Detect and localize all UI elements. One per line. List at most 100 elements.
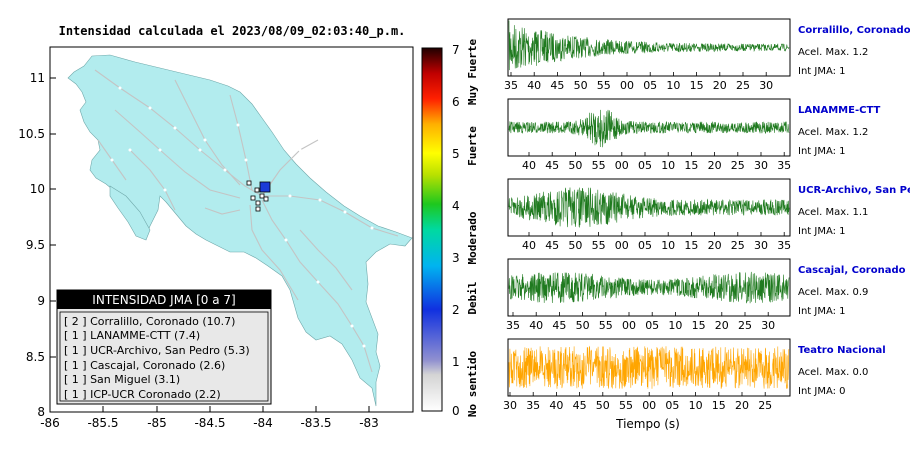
waveform-tick-label: 55 (597, 79, 611, 92)
waveform-tick-label: 30 (754, 239, 768, 252)
station-name: Cascajal, Coronado (798, 265, 906, 276)
waveform-tick-label: 00 (615, 159, 629, 172)
station-name: Corralillo, Coronado (798, 25, 910, 36)
waveform-tick-label: 20 (708, 239, 722, 252)
colorbar-fill (421, 47, 443, 412)
colorbar-tick: 7 (452, 43, 460, 57)
map-x-tick: -84.5 (194, 416, 225, 430)
waveform-tick-label: 10 (661, 159, 675, 172)
station-intensity: Int JMA: 1 (798, 66, 846, 77)
legend-entry: [ 1 ] ICP-UCR Coronado (2.2) (64, 388, 221, 401)
waveform-panel: 40 45 50 55 00 05 10 15 20 25 30 35 UCR-Archivo, San… (507, 178, 910, 252)
colorbar-tick: 3 (452, 251, 460, 265)
waveform-tick-label: 15 (684, 239, 698, 252)
x-axis-label: Tiempo (s) (615, 417, 680, 431)
station-intensity: Int JMA: 1 (798, 306, 846, 317)
waveform-tick-label: 20 (708, 159, 722, 172)
waveform-tick-label: 45 (573, 399, 587, 412)
waveform-tick-label: 00 (622, 319, 636, 332)
waveform-tick-label: 40 (527, 79, 541, 92)
waveform-tick-label: 10 (666, 79, 680, 92)
colorbar-tick: 0 (452, 404, 460, 418)
waveform-tick-label: 50 (568, 239, 582, 252)
waveform-tick-label: 25 (731, 239, 745, 252)
map-y-tick: 9 (37, 294, 45, 308)
waveform-tick-label: 00 (615, 239, 629, 252)
station-name: UCR-Archivo, San Pedro (798, 185, 910, 196)
waveform-tick-label: 35 (506, 319, 520, 332)
waveform-tick-label: 35 (526, 399, 540, 412)
waveform-tick-label: 00 (642, 399, 656, 412)
waveform-tick-label: 15 (712, 399, 726, 412)
waveform-tick-label: 25 (736, 79, 750, 92)
map-x-axis: -86 -85.5 -85 -84.5 -84 -83.5 -83 (40, 406, 379, 430)
station-intensity: Int JMA: 1 (798, 226, 846, 237)
station-intensity: Int JMA: 1 (798, 146, 846, 157)
waveform-tick-label: 20 (713, 79, 727, 92)
waveform-panel: 35 40 45 50 55 00 05 10 15 20 25 30 Cascajal, Corona… (506, 258, 906, 332)
waveform-tick-label: 35 (504, 79, 518, 92)
waveform-tick-label: 45 (545, 239, 559, 252)
waveform-trace (508, 20, 790, 71)
waveform-tick-label: 40 (522, 239, 536, 252)
waveform-tick-label: 35 (777, 159, 791, 172)
colorbar-tick: 5 (452, 147, 460, 161)
road-network (94, 69, 399, 373)
station-accel: Acel. Max. 0.9 (798, 287, 868, 298)
waveform-tick-label: 00 (620, 79, 634, 92)
waveform-tick-label: 05 (643, 79, 657, 92)
legend-entry: [ 1 ] Cascajal, Coronado (2.6) (64, 359, 225, 372)
land-costa-rica (67, 54, 413, 407)
waveform-tick-label: 20 (715, 319, 729, 332)
station-marker (263, 196, 269, 202)
colorbar-tick: 4 (452, 199, 460, 213)
waveform-trace (508, 271, 790, 304)
legend-entry: [ 1 ] San Miguel (3.1) (64, 373, 180, 386)
map-y-tick: 8 (37, 405, 45, 419)
waveform-tick-label: 10 (668, 319, 682, 332)
waveform-tick-label: 45 (550, 79, 564, 92)
epicenter-marker (259, 181, 271, 193)
waveform-tick-label: 25 (758, 399, 772, 412)
colorbar-label: Debil (466, 281, 479, 314)
map-y-tick: 11 (30, 71, 45, 85)
waveform-tick-label: 25 (731, 159, 745, 172)
map-x-tick: -86 (40, 416, 60, 430)
map-x-tick: -85.5 (87, 416, 118, 430)
town-markers (110, 86, 374, 348)
map-x-tick: -85 (147, 416, 167, 430)
station-marker (250, 195, 256, 201)
colorbar-label: Fuerte (466, 126, 479, 166)
legend-entry: [ 1 ] LANAMME-CTT (7.4) (64, 329, 200, 342)
waveform-tick-label: 25 (738, 319, 752, 332)
waveform-tick-label: 50 (568, 159, 582, 172)
waveform-tick-label: 45 (552, 319, 566, 332)
map-title: Intensidad calculada el 2023/08/09_02:03… (59, 24, 406, 39)
colorbar-label: No sentido (466, 351, 479, 418)
station-name: Teatro Nacional (798, 345, 886, 356)
waveform-tick-label: 15 (690, 79, 704, 92)
waveform-tick-label: 20 (735, 399, 749, 412)
legend-title-bar (57, 290, 271, 309)
waveform-trace (508, 187, 790, 228)
waveform-tick-label: 15 (692, 319, 706, 332)
station-accel: Acel. Max. 1.2 (798, 47, 868, 58)
legend-title: INTENSIDAD JMA [0 a 7] (92, 293, 235, 307)
waveform-tick-label: 40 (529, 319, 543, 332)
intensity-colorbar: 0 1 2 3 4 5 6 7 No sentido Debil Moderad… (421, 39, 479, 418)
legend-entries-box (59, 311, 269, 402)
waveform-tick-label: 55 (619, 399, 633, 412)
map-y-tick: 10 (30, 182, 45, 196)
nicoya-peninsula (109, 185, 151, 241)
station-accel: Acel. Max. 0.0 (798, 367, 868, 378)
legend-entry: [ 2 ] Corralillo, Coronado (10.7) (64, 315, 235, 328)
colorbar-label: Muy Fuerte (466, 39, 479, 106)
station-markers (246, 180, 269, 212)
waveform-tick-label: 05 (645, 319, 659, 332)
waveform-tick-label: 40 (549, 399, 563, 412)
waveform-tick-label: 55 (592, 159, 606, 172)
station-accel: Acel. Max. 1.2 (798, 127, 868, 138)
waveform-tick-label: 45 (545, 159, 559, 172)
station-accel: Acel. Max. 1.1 (798, 207, 868, 218)
